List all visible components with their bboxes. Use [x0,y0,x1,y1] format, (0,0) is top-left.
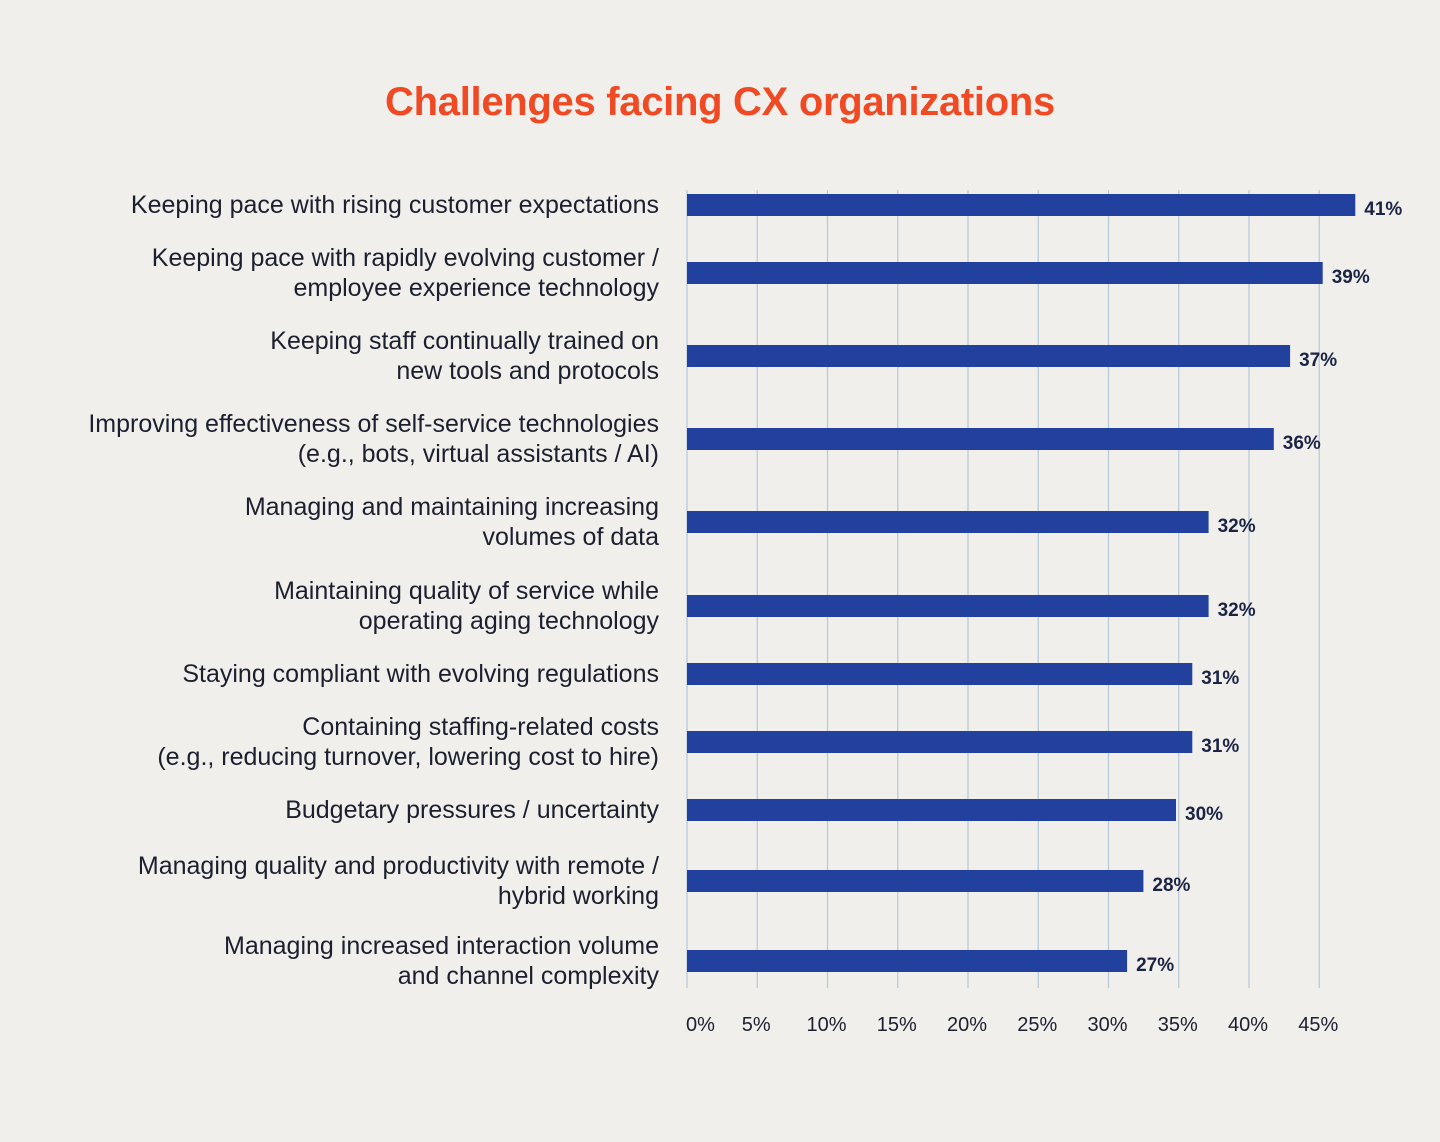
bar [687,870,1144,892]
category-label-line: Maintaining quality of service while [274,577,659,605]
category-label-line: Managing increased interaction volume [224,932,659,960]
x-tick-label: 35% [1158,1014,1198,1036]
x-tick-label: 10% [806,1014,846,1036]
bar [687,194,1356,216]
bar-value-label: 28% [1152,875,1190,896]
bar [687,663,1193,685]
category-label: Keeping pace with rising customer expect… [131,191,659,219]
x-tick-label: 30% [1087,1014,1127,1036]
x-tick-label: 40% [1228,1014,1268,1036]
category-label-line: Managing and maintaining increasing [245,493,659,521]
category-label-line: volumes of data [483,523,660,551]
category-label-line: (e.g., bots, virtual assistants / AI) [298,440,659,468]
category-label-line: new tools and protocols [396,357,659,385]
category-label: Staying compliant with evolving regulati… [182,660,659,688]
bar-value-label: 32% [1218,516,1256,537]
bars [687,194,1356,972]
category-label-line: Staying compliant with evolving regulati… [182,660,659,688]
bar-value-label: 31% [1201,736,1239,757]
x-tick-label: 45% [1298,1014,1338,1036]
category-label: Keeping pace with rapidly evolving custo… [152,244,660,302]
bar [687,731,1193,753]
category-label-line: (e.g., reducing turnover, lowering cost … [157,743,659,771]
bar-value-label: 36% [1283,433,1321,454]
bar [687,345,1291,367]
x-tick-label: 5% [742,1014,771,1036]
category-label: Managing and maintaining increasing volum… [245,493,659,551]
value-labels: 41% 39% 37% 36% 32% 32% 31% 31% 30% 28% 27% [1136,199,1402,976]
category-label: Budgetary pressures / uncertainty [285,796,659,824]
x-tick-label: 25% [1017,1014,1057,1036]
bar-value-label: 37% [1299,350,1337,371]
category-label: Managing increased interaction volume and… [224,932,659,990]
bar-value-label: 27% [1136,955,1174,976]
category-label-line: operating aging technology [359,607,660,635]
chart-title: Challenges facing CX organizations [385,80,1055,124]
category-label-line: Improving effectiveness of self-service … [88,410,659,438]
bar-value-label: 41% [1364,199,1402,220]
bar-value-label: 31% [1201,668,1239,689]
category-label-line: Containing staffing-related costs [302,713,659,741]
category-label: Managing quality and productivity with r… [138,852,659,910]
category-label-line: hybrid working [498,882,659,910]
category-label-line: Managing quality and productivity with r… [138,852,659,880]
gridlines [686,190,1320,988]
bar [687,799,1176,821]
category-label-line: Keeping pace with rising customer expect… [131,191,659,219]
category-label-line: and channel complexity [398,962,660,990]
x-axis-ticks: 0% 5% 10% 15% 20% 25% 30% 35% 40% 45% [686,1014,1338,1036]
x-tick-label: 0% [686,1014,715,1036]
category-label: Maintaining quality of service while oper… [274,577,659,635]
x-tick-label: 15% [877,1014,917,1036]
category-label-line: Budgetary pressures / uncertainty [285,796,659,824]
bar [687,595,1209,617]
category-label-line: employee experience technology [293,274,659,302]
bar [687,511,1209,533]
bar [687,428,1274,450]
category-label: Keeping staff continually trained on new … [270,327,659,385]
bar [687,262,1323,284]
bar-value-label: 39% [1332,267,1370,288]
category-label-line: Keeping staff continually trained on [270,327,659,355]
category-label-line: Keeping pace with rapidly evolving custo… [152,244,659,272]
category-label: Containing staffing-related costs (e.g., … [157,713,659,771]
bar-value-label: 30% [1185,804,1223,825]
category-labels: Keeping pace with rising customer expect… [88,191,659,990]
category-label: Improving effectiveness of self-service … [88,410,659,468]
bar-value-label: 32% [1218,600,1256,621]
x-tick-label: 20% [947,1014,987,1036]
bar [687,950,1128,972]
